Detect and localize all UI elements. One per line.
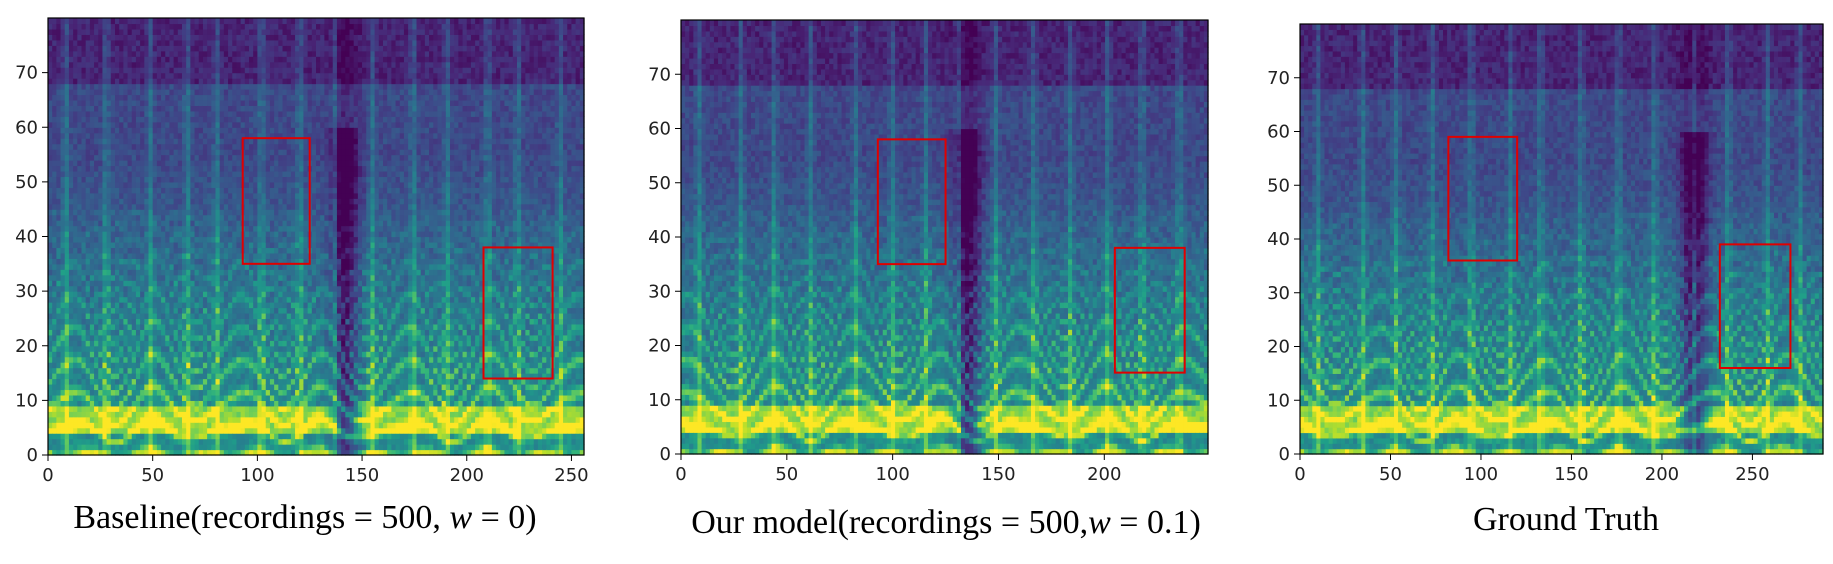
y-tick-label: 70	[648, 64, 671, 85]
y-tick-label: 40	[648, 227, 671, 248]
heatmap-image	[1300, 24, 1824, 455]
y-tick-label: 0	[1279, 444, 1290, 465]
y-tick-label: 30	[1267, 283, 1290, 304]
x-tick-label: 0	[1294, 464, 1305, 485]
spectrogram-panel-3: 0 50 100 150 200 250 0 10 20 30 40 50 60 70 Ground Tru…	[1267, 24, 1824, 538]
heatmap-image	[48, 18, 585, 456]
y-tick-label: 40	[1267, 229, 1290, 250]
y-tick-label: 0	[660, 444, 671, 465]
x-tick-label: 150	[345, 465, 379, 486]
x-tick-label: 0	[675, 464, 686, 485]
y-tick-label: 60	[648, 119, 671, 140]
x-tick-label: 50	[1379, 464, 1402, 485]
x-tick-label: 150	[1554, 464, 1588, 485]
x-tick-label: 0	[42, 465, 53, 486]
y-tick-label: 20	[1267, 337, 1290, 358]
x-tick-label: 200	[1645, 464, 1679, 485]
x-tick-label: 100	[240, 465, 274, 486]
y-tick-label: 10	[15, 390, 38, 411]
spectrogram-panel-2: 0 50 100 150 200 0 10 20 30 40 50 60 70 Our model(rec…	[648, 20, 1209, 541]
y-tick-label: 50	[15, 172, 38, 193]
y-tick-label: 30	[15, 281, 38, 302]
x-tick-label: 200	[450, 465, 484, 486]
y-tick-label: 20	[15, 336, 38, 357]
y-tick-label: 60	[15, 117, 38, 138]
y-tick-label: 50	[648, 173, 671, 194]
y-tick-label: 50	[1267, 175, 1290, 196]
x-tick-label: 100	[1464, 464, 1498, 485]
x-tick-label: 150	[981, 464, 1015, 485]
spectrogram-panel-1: 0 50 100 150 200 250 0 10 20 30 40 50 60 70 Baseline(r…	[15, 18, 589, 536]
y-tick-label: 0	[27, 445, 38, 466]
x-tick-label: 100	[875, 464, 909, 485]
y-tick-label: 10	[1267, 390, 1290, 411]
x-tick-label: 50	[141, 465, 164, 486]
y-tick-label: 30	[648, 281, 671, 302]
x-tick-label: 250	[1735, 464, 1769, 485]
x-tick-label: 200	[1087, 464, 1121, 485]
y-tick-label: 70	[1267, 68, 1290, 89]
panel-caption: Baseline(recordings = 500, w = 0)	[73, 499, 536, 536]
x-tick-label: 50	[775, 464, 798, 485]
y-tick-label: 40	[15, 227, 38, 248]
x-tick-label: 250	[554, 465, 588, 486]
y-tick-label: 20	[648, 336, 671, 357]
panel-caption: Ground Truth	[1473, 501, 1659, 538]
y-tick-label: 60	[1267, 122, 1290, 143]
panel-caption: Our model(recordings = 500,w = 0.1)	[691, 504, 1201, 541]
y-tick-label: 10	[648, 390, 671, 411]
y-tick-label: 70	[15, 63, 38, 84]
